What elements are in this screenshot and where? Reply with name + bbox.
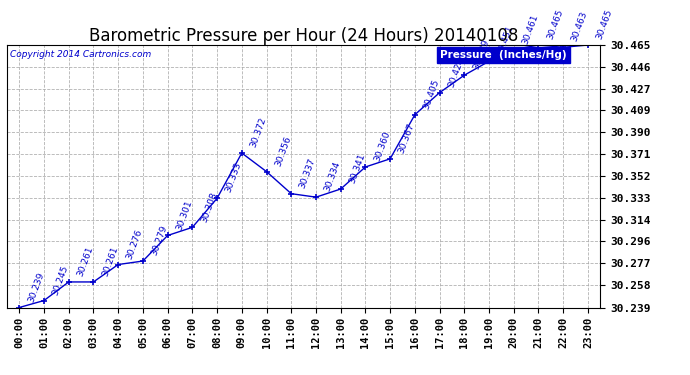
Text: 30.465: 30.465 xyxy=(545,8,564,41)
Text: 30.334: 30.334 xyxy=(323,160,342,193)
Text: 30.261: 30.261 xyxy=(100,245,119,278)
Text: 30.439: 30.439 xyxy=(471,38,491,71)
Text: Pressure  (Inches/Hg): Pressure (Inches/Hg) xyxy=(440,50,566,60)
Text: 30.360: 30.360 xyxy=(373,130,392,163)
Text: 30.367: 30.367 xyxy=(397,122,416,154)
Text: Copyright 2014 Cartronics.com: Copyright 2014 Cartronics.com xyxy=(10,50,151,59)
Text: 30.461: 30.461 xyxy=(521,13,540,45)
Text: 30.333: 30.333 xyxy=(224,161,244,194)
Text: 30.245: 30.245 xyxy=(51,264,70,296)
Text: 30.337: 30.337 xyxy=(298,157,317,189)
Text: 30.261: 30.261 xyxy=(76,245,95,278)
Text: 30.341: 30.341 xyxy=(348,152,367,185)
Text: 30.301: 30.301 xyxy=(175,198,194,231)
Text: 30.405: 30.405 xyxy=(422,78,441,111)
Text: 30.465: 30.465 xyxy=(595,8,614,41)
Text: 30.372: 30.372 xyxy=(248,116,268,149)
Text: 30.424: 30.424 xyxy=(446,56,466,88)
Text: 30.276: 30.276 xyxy=(125,228,144,260)
Title: Barometric Pressure per Hour (24 Hours) 20140108: Barometric Pressure per Hour (24 Hours) … xyxy=(89,27,518,45)
Text: 30.463: 30.463 xyxy=(570,10,589,43)
Text: 30.279: 30.279 xyxy=(150,224,169,257)
Text: 30.451: 30.451 xyxy=(496,24,515,57)
Text: 30.239: 30.239 xyxy=(26,271,46,303)
Text: 30.308: 30.308 xyxy=(199,190,219,223)
Text: 30.356: 30.356 xyxy=(273,135,293,167)
